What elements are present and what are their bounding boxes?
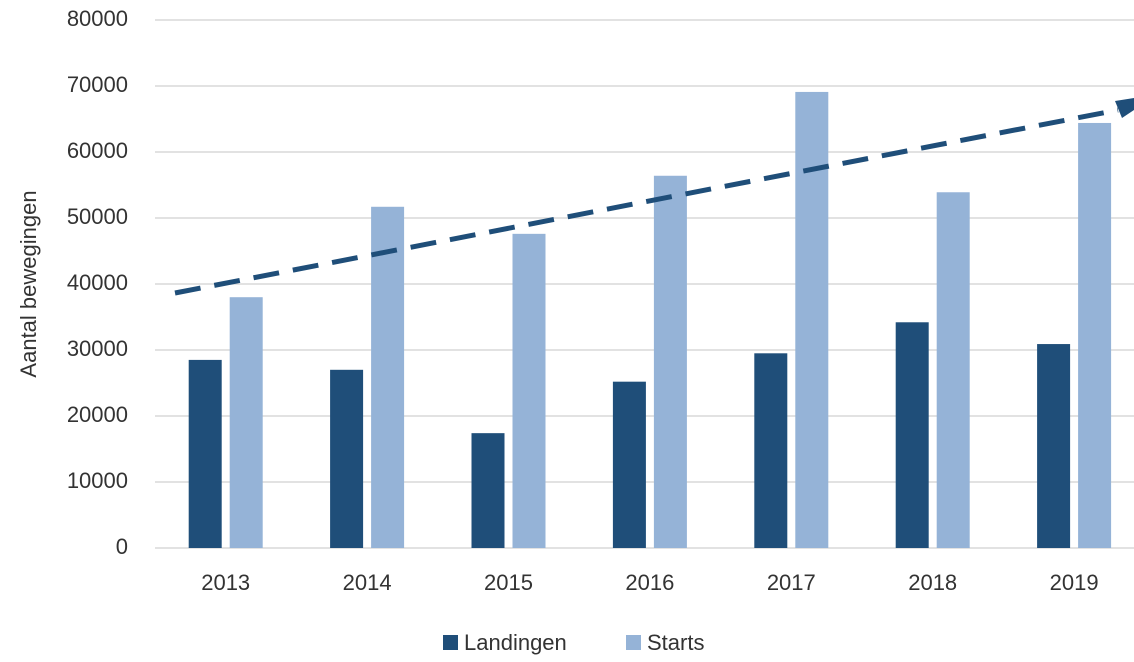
- legend-swatch: [626, 635, 641, 650]
- x-tick-label: 2014: [343, 570, 392, 595]
- x-tick-label: 2018: [908, 570, 957, 595]
- bar: [471, 433, 505, 548]
- y-tick-label: 70000: [67, 72, 128, 97]
- bar: [330, 369, 364, 548]
- x-tick-label: 2013: [201, 570, 250, 595]
- x-tick-label: 2017: [767, 570, 816, 595]
- x-tick-label: 2015: [484, 570, 533, 595]
- trend-line: [174, 107, 1119, 296]
- y-tick-label: 0: [116, 534, 128, 559]
- bar: [188, 359, 222, 548]
- bar: [1078, 122, 1112, 549]
- x-tick-label: 2019: [1050, 570, 1099, 595]
- bar: [371, 206, 405, 548]
- bar: [1037, 344, 1071, 548]
- bar: [229, 297, 263, 548]
- legend-label: Landingen: [464, 630, 567, 655]
- bar: [754, 353, 788, 548]
- bar: [512, 233, 546, 548]
- bar: [653, 175, 687, 548]
- bar: [612, 381, 646, 548]
- bar: [795, 91, 829, 548]
- y-tick-label: 80000: [67, 6, 128, 31]
- legend-swatch: [443, 635, 458, 650]
- y-tick-label: 60000: [67, 138, 128, 163]
- y-tick-label: 20000: [67, 402, 128, 427]
- trend-arrow: [174, 98, 1134, 296]
- bar: [936, 192, 970, 548]
- legend-label: Starts: [647, 630, 704, 655]
- y-tick-label: 10000: [67, 468, 128, 493]
- plot-area: 0 10000 20000 30000 40000 50000 60000 70000 8000…: [67, 6, 1134, 595]
- y-tick-label: 40000: [67, 270, 128, 295]
- arrow-head: [1115, 98, 1134, 118]
- y-tick-label: 30000: [67, 336, 128, 361]
- x-tick-label: 2016: [625, 570, 674, 595]
- y-tick-label: 50000: [67, 204, 128, 229]
- bar: [895, 322, 929, 548]
- y-axis-label: Aantal bewegingen: [16, 190, 41, 377]
